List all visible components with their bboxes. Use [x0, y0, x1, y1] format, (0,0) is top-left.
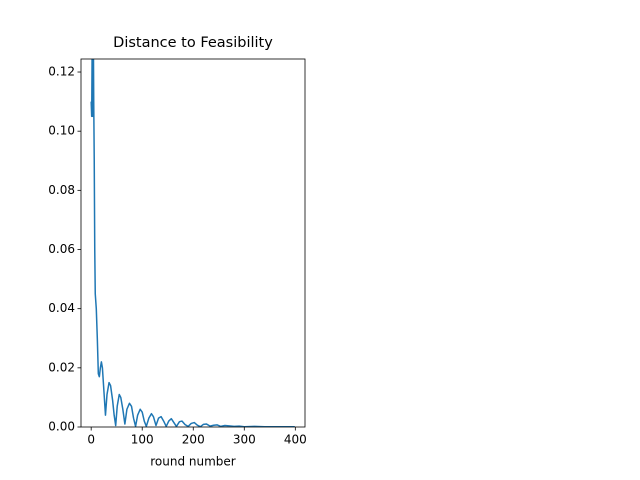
y-tick-label: 0.02: [48, 360, 75, 374]
x-tick-label: 100: [131, 433, 154, 447]
axes-frame: [80, 58, 306, 428]
y-tick-label: 0.00: [48, 420, 75, 434]
y-tick-label: 0.06: [48, 242, 75, 256]
x-tick-label: 300: [233, 433, 256, 447]
x-axis-label: round number: [150, 455, 236, 469]
y-tick-label: 0.12: [48, 65, 75, 79]
y-tick-label: 0.10: [48, 124, 75, 138]
x-tick-label: 0: [87, 433, 95, 447]
chart-title: Distance to Feasibility: [113, 35, 273, 51]
data-line: [90, 59, 295, 427]
x-tick-label: 400: [284, 433, 307, 447]
y-tick-label: 0.08: [48, 183, 75, 197]
x-tick-label: 200: [182, 433, 205, 447]
y-tick-label: 0.04: [48, 301, 75, 315]
